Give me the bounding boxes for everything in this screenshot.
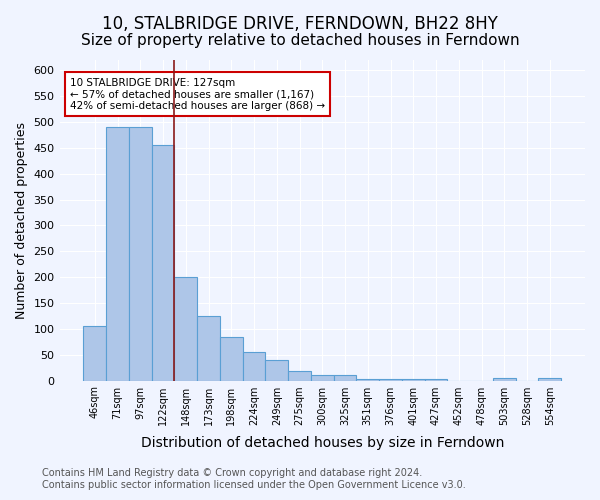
Bar	[334, 376, 356, 380]
Bar	[402, 379, 425, 380]
Bar	[379, 379, 402, 380]
Bar	[220, 336, 242, 380]
Bar	[152, 146, 175, 380]
Bar	[129, 127, 152, 380]
Bar	[106, 127, 129, 380]
Bar	[356, 379, 379, 380]
X-axis label: Distribution of detached houses by size in Ferndown: Distribution of detached houses by size …	[140, 436, 504, 450]
Y-axis label: Number of detached properties: Number of detached properties	[15, 122, 28, 319]
Bar	[425, 379, 448, 380]
Text: 10, STALBRIDGE DRIVE, FERNDOWN, BH22 8HY: 10, STALBRIDGE DRIVE, FERNDOWN, BH22 8HY	[102, 15, 498, 33]
Text: Size of property relative to detached houses in Ferndown: Size of property relative to detached ho…	[80, 32, 520, 48]
Bar	[288, 371, 311, 380]
Bar	[265, 360, 288, 380]
Text: 10 STALBRIDGE DRIVE: 127sqm
← 57% of detached houses are smaller (1,167)
42% of : 10 STALBRIDGE DRIVE: 127sqm ← 57% of det…	[70, 78, 325, 111]
Bar	[175, 277, 197, 380]
Bar	[83, 326, 106, 380]
Bar	[311, 376, 334, 380]
Bar	[493, 378, 515, 380]
Bar	[538, 378, 561, 380]
Bar	[242, 352, 265, 380]
Bar	[197, 316, 220, 380]
Text: Contains HM Land Registry data © Crown copyright and database right 2024.
Contai: Contains HM Land Registry data © Crown c…	[42, 468, 466, 490]
